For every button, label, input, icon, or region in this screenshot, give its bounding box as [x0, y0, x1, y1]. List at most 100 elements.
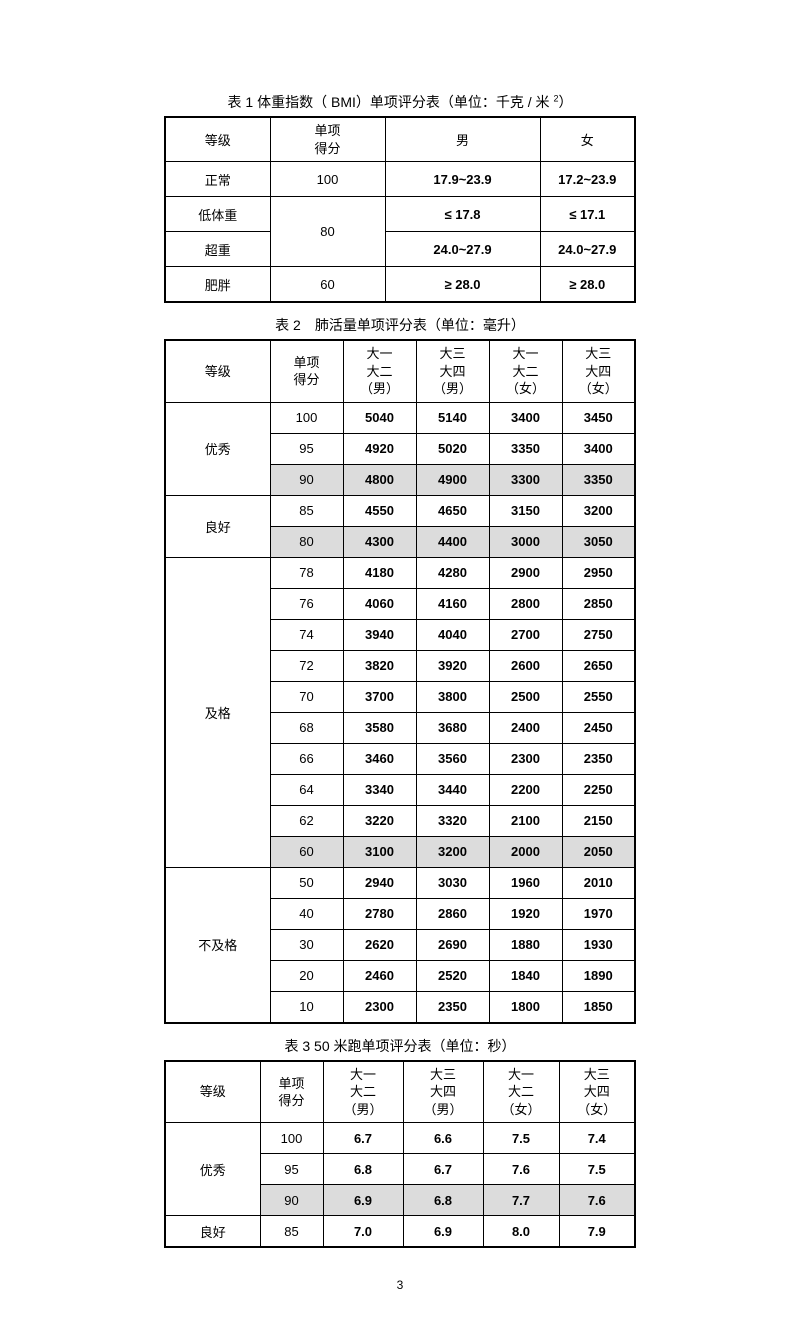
value-cell: 5040 — [343, 402, 416, 433]
value-cell: 2950 — [562, 557, 635, 588]
score-cell: 72 — [270, 650, 343, 681]
value-cell: 4280 — [416, 557, 489, 588]
t1-r1-grade: 低体重 — [165, 197, 270, 232]
value-cell: 3400 — [562, 433, 635, 464]
score-cell: 78 — [270, 557, 343, 588]
value-cell: 3940 — [343, 619, 416, 650]
value-cell: 3350 — [562, 464, 635, 495]
table-row: 良好854550465031503200 — [165, 495, 635, 526]
value-cell: 2000 — [489, 836, 562, 867]
value-cell: 8.0 — [483, 1216, 559, 1248]
value-cell: 3560 — [416, 743, 489, 774]
value-cell: 3400 — [489, 402, 562, 433]
table3-caption: 表 3 50 米跑单项评分表（单位：秒） — [0, 1036, 800, 1056]
table1-caption-prefix: 表 1 体重指数（ BMI）单项评分表（单位：千克 / 米 — [228, 94, 554, 110]
score-cell: 68 — [270, 712, 343, 743]
table-header-cell: 大一大二（女） — [483, 1061, 559, 1123]
table-header-cell: 大三大四（女） — [562, 340, 635, 402]
t1-r0-grade: 正常 — [165, 162, 270, 197]
value-cell: 2400 — [489, 712, 562, 743]
table-header-cell: 大一大二（男） — [323, 1061, 403, 1123]
value-cell: 2300 — [489, 743, 562, 774]
table-header-cell: 等级 — [165, 340, 270, 402]
table2: 等级单项得分大一大二（男）大三大四（男）大一大二（女）大三大四（女）优秀1005… — [164, 339, 636, 1024]
t1-h-male: 男 — [385, 117, 540, 162]
table-header-cell: 单项得分 — [270, 340, 343, 402]
value-cell: 5020 — [416, 433, 489, 464]
value-cell: 3680 — [416, 712, 489, 743]
grade-cell: 优秀 — [165, 402, 270, 495]
value-cell: 2250 — [562, 774, 635, 805]
value-cell: 1880 — [489, 929, 562, 960]
value-cell: 3440 — [416, 774, 489, 805]
value-cell: 3050 — [562, 526, 635, 557]
value-cell: 2600 — [489, 650, 562, 681]
grade-cell: 良好 — [165, 1216, 260, 1248]
t1-r1-male: ≤ 17.8 — [385, 197, 540, 232]
value-cell: 2300 — [343, 991, 416, 1023]
value-cell: 4040 — [416, 619, 489, 650]
value-cell: 7.6 — [483, 1154, 559, 1185]
value-cell: 6.8 — [323, 1154, 403, 1185]
value-cell: 3000 — [489, 526, 562, 557]
score-cell: 50 — [270, 867, 343, 898]
value-cell: 3150 — [489, 495, 562, 526]
value-cell: 2550 — [562, 681, 635, 712]
table3: 等级单项得分大一大二（男）大三大四（男）大一大二（女）大三大四（女）优秀1006… — [164, 1060, 636, 1249]
table1-caption-suffix: ） — [558, 94, 572, 110]
value-cell: 3460 — [343, 743, 416, 774]
value-cell: 6.6 — [403, 1123, 483, 1154]
score-cell: 90 — [260, 1185, 323, 1216]
t1-h-female: 女 — [540, 117, 635, 162]
score-cell: 40 — [270, 898, 343, 929]
t1-r2-grade: 超重 — [165, 232, 270, 267]
t1-r0-male: 17.9~23.9 — [385, 162, 540, 197]
value-cell: 1970 — [562, 898, 635, 929]
table2-caption: 表 2 肺活量单项评分表（单位：毫升） — [0, 315, 800, 335]
value-cell: 2860 — [416, 898, 489, 929]
value-cell: 3800 — [416, 681, 489, 712]
value-cell: 2100 — [489, 805, 562, 836]
score-cell: 85 — [270, 495, 343, 526]
value-cell: 1930 — [562, 929, 635, 960]
t1-h-grade: 等级 — [165, 117, 270, 162]
value-cell: 2700 — [489, 619, 562, 650]
value-cell: 4160 — [416, 588, 489, 619]
value-cell: 6.9 — [403, 1216, 483, 1248]
score-cell: 10 — [270, 991, 343, 1023]
value-cell: 6.8 — [403, 1185, 483, 1216]
table-header-cell: 单项得分 — [260, 1061, 323, 1123]
t1-r2-male: 24.0~27.9 — [385, 232, 540, 267]
value-cell: 3820 — [343, 650, 416, 681]
score-cell: 100 — [270, 402, 343, 433]
value-cell: 4920 — [343, 433, 416, 464]
value-cell: 7.7 — [483, 1185, 559, 1216]
t1-header-row: 等级 单项得分 男 女 — [165, 117, 635, 162]
t1-r1-female: ≤ 17.1 — [540, 197, 635, 232]
value-cell: 7.6 — [559, 1185, 635, 1216]
score-cell: 100 — [260, 1123, 323, 1154]
value-cell: 3030 — [416, 867, 489, 898]
value-cell: 7.5 — [559, 1154, 635, 1185]
t1-r0-female: 17.2~23.9 — [540, 162, 635, 197]
score-cell: 95 — [260, 1154, 323, 1185]
t1-row-normal: 正常 100 17.9~23.9 17.2~23.9 — [165, 162, 635, 197]
t1-r3-grade: 肥胖 — [165, 267, 270, 303]
value-cell: 6.7 — [323, 1123, 403, 1154]
value-cell: 2150 — [562, 805, 635, 836]
table1-caption: 表 1 体重指数（ BMI）单项评分表（单位：千克 / 米 2） — [0, 92, 800, 112]
value-cell: 4180 — [343, 557, 416, 588]
score-cell: 20 — [270, 960, 343, 991]
value-cell: 7.0 — [323, 1216, 403, 1248]
value-cell: 2620 — [343, 929, 416, 960]
value-cell: 3200 — [416, 836, 489, 867]
value-cell: 4650 — [416, 495, 489, 526]
score-cell: 74 — [270, 619, 343, 650]
value-cell: 4800 — [343, 464, 416, 495]
table-header-cell: 等级 — [165, 1061, 260, 1123]
table-row: 不及格502940303019602010 — [165, 867, 635, 898]
value-cell: 3200 — [562, 495, 635, 526]
table-row: 及格784180428029002950 — [165, 557, 635, 588]
score-cell: 85 — [260, 1216, 323, 1248]
value-cell: 1850 — [562, 991, 635, 1023]
